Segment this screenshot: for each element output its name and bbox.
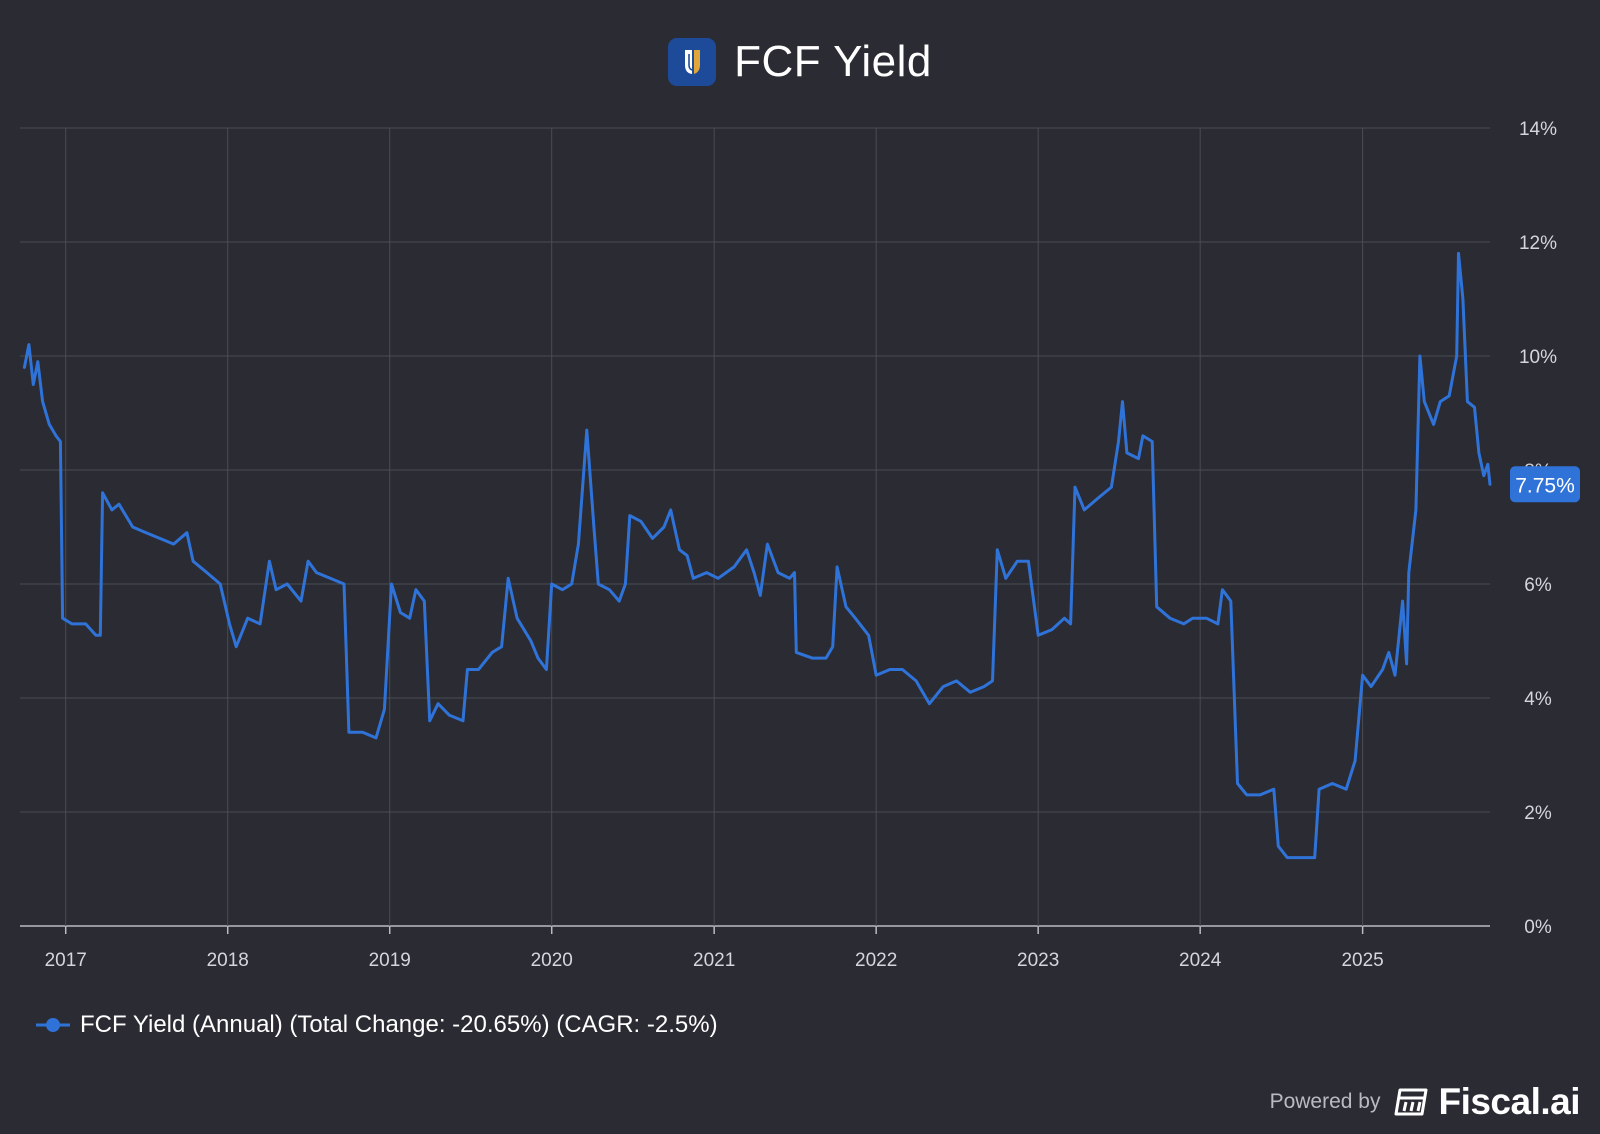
x-tick-label: 2022: [855, 950, 897, 971]
y-tick-label: 2%: [1524, 803, 1552, 824]
brand-name: Fiscal.ai: [1438, 1081, 1580, 1122]
legend-series-label: FCF Yield (Annual) (Total Change: -20.65…: [80, 1011, 718, 1038]
x-tick-label: 2021: [693, 950, 735, 971]
y-tick-label: 14%: [1519, 119, 1557, 140]
footer: Powered by Fiscal.ai: [1269, 1080, 1581, 1124]
powered-by-text: Powered by: [1269, 1090, 1381, 1113]
y-tick-label: 6%: [1524, 575, 1552, 596]
x-tick-label: 2024: [1179, 950, 1222, 971]
last-value-label: 7.75%: [1515, 474, 1575, 497]
x-tick-label: 2017: [45, 950, 87, 971]
x-tick-label: 2023: [1017, 950, 1059, 971]
company-logo-icon: [668, 38, 717, 86]
y-tick-label: 10%: [1519, 347, 1557, 368]
x-tick-label: 2020: [531, 950, 573, 971]
legend-series-marker-icon: [36, 1018, 70, 1032]
x-tick-label: 2019: [369, 950, 411, 971]
brand[interactable]: Fiscal.ai: [1392, 1081, 1580, 1123]
x-tick-label: 2025: [1341, 950, 1383, 971]
fcf-yield-chart[interactable]: 0%2%4%6%8%10%12%14%201720182019202020212…: [0, 0, 1600, 1000]
y-tick-label: 0%: [1524, 917, 1552, 938]
fcf-yield-series-line: [22, 251, 1492, 860]
y-tick-label: 4%: [1524, 689, 1552, 710]
legend[interactable]: FCF Yield (Annual) (Total Change: -20.65…: [36, 1008, 718, 1042]
fiscal-logo-icon: [1394, 1088, 1428, 1116]
x-tick-label: 2018: [207, 950, 249, 971]
y-tick-label: 12%: [1519, 233, 1557, 254]
chart-header: FCF Yield: [0, 30, 1600, 94]
last-value-badge: [1510, 466, 1580, 503]
chart-title: FCF Yield: [734, 37, 932, 86]
